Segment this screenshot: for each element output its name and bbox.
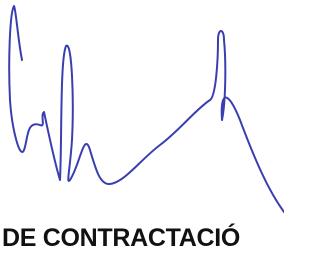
page: DE CONTRACTACIÓ <box>0 0 284 258</box>
signature-stroke <box>9 6 284 212</box>
caption: DE CONTRACTACIÓ <box>2 224 240 253</box>
signature <box>0 0 284 258</box>
